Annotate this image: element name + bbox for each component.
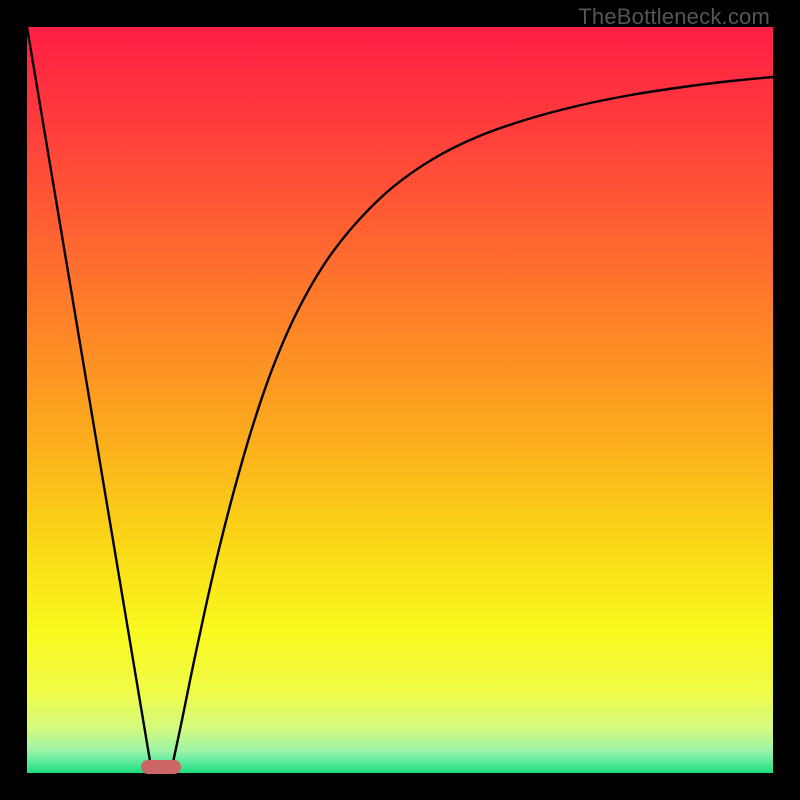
outer-frame: TheBottleneck.com xyxy=(0,0,800,800)
watermark-text: TheBottleneck.com xyxy=(578,4,770,30)
min-marker xyxy=(141,760,181,774)
plot-area xyxy=(27,27,773,773)
curve-layer xyxy=(27,27,773,773)
v-curve-path xyxy=(27,27,773,767)
